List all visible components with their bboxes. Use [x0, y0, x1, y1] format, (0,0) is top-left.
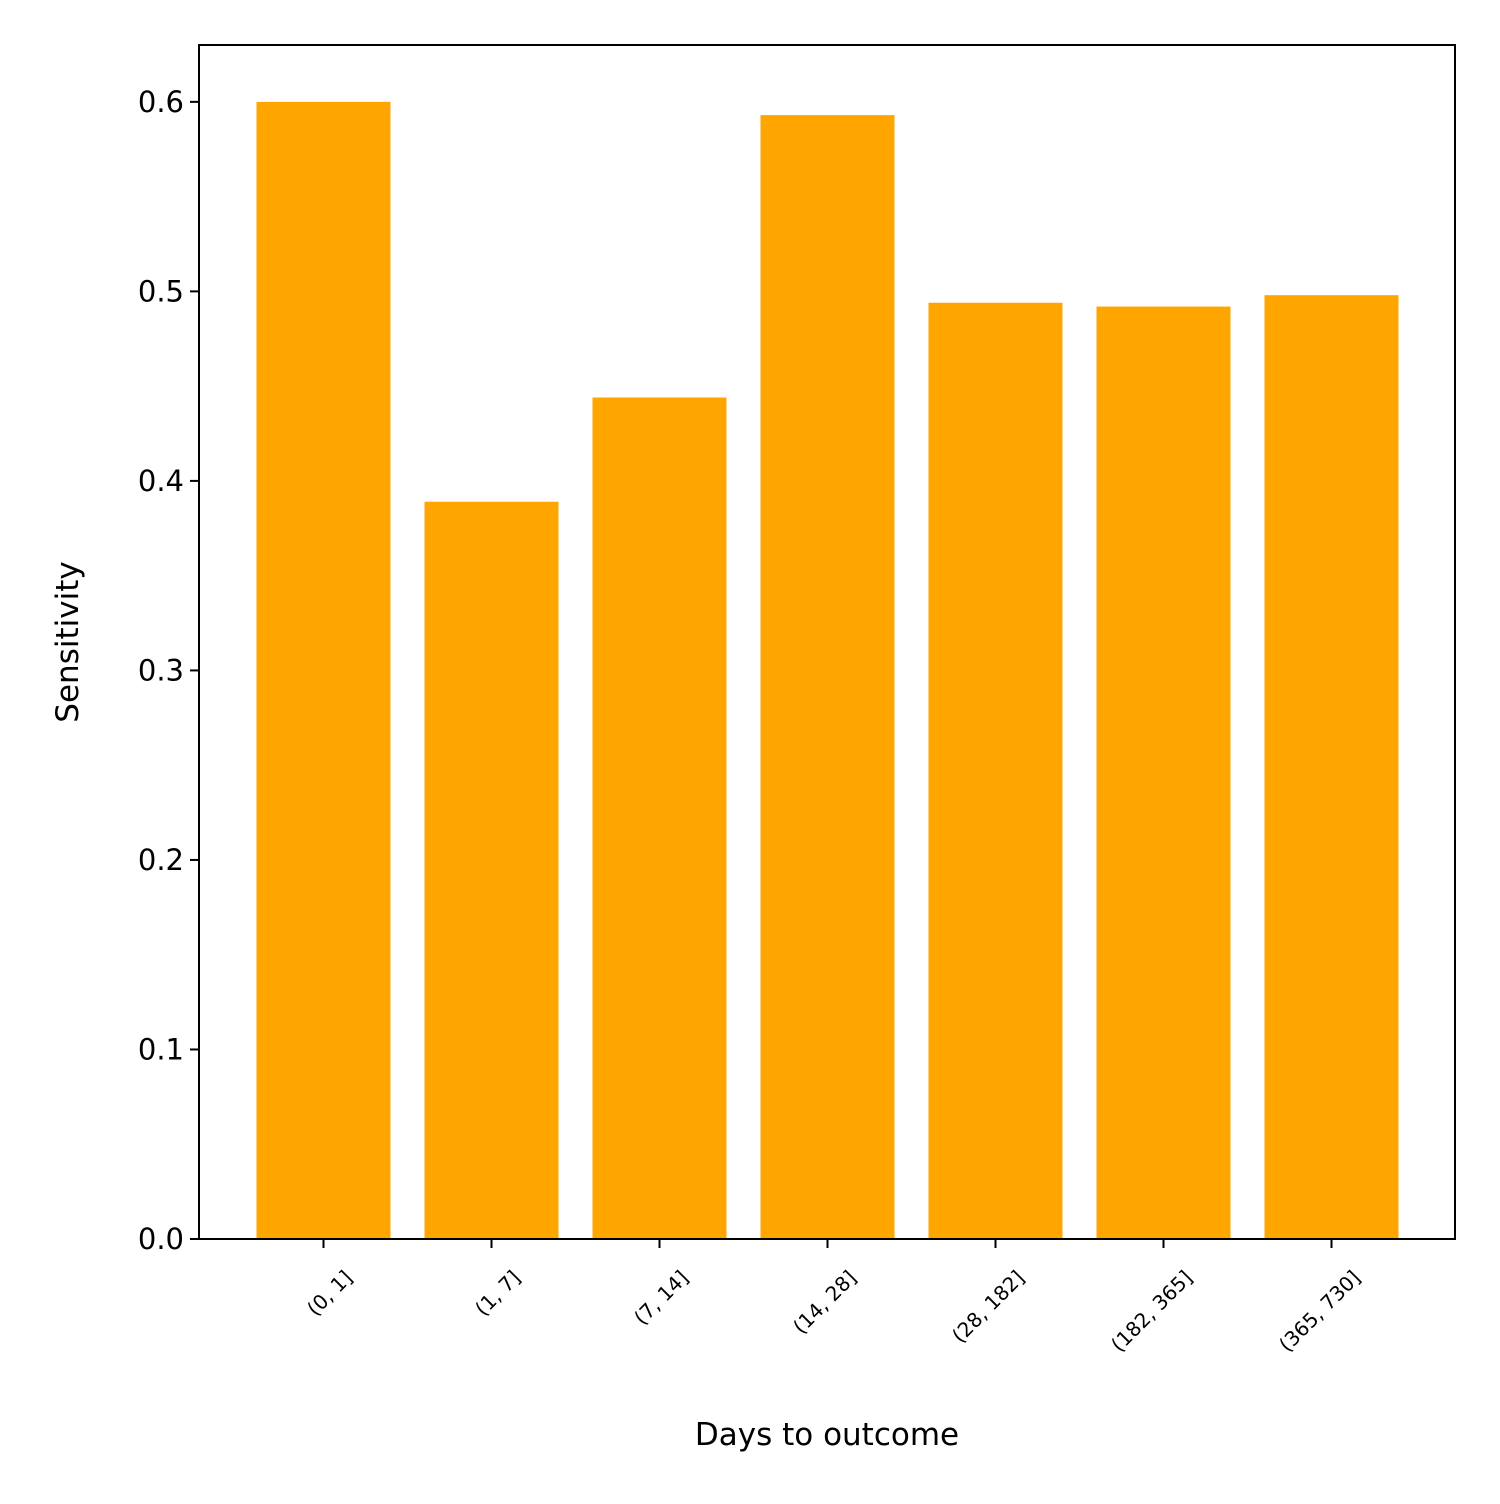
x-tick-label: (182, 365]	[1106, 1266, 1197, 1357]
bar-4	[928, 302, 1063, 1239]
x-tick-label: (14, 28]	[788, 1266, 861, 1339]
y-axis-label: Sensitivity	[50, 561, 86, 722]
y-tick-label: 0.1	[138, 1032, 184, 1066]
x-tick-label: (7, 14]	[629, 1266, 693, 1330]
x-axis-ticks: (0, 1] (1, 7] (7, 14] (14, 28] (28, 182] (182…	[302, 1239, 1365, 1357]
y-tick-label: 0.4	[138, 464, 184, 498]
plot-frame	[198, 44, 1456, 1240]
bar-6	[1264, 295, 1399, 1240]
x-tick-label: (365, 730]	[1274, 1266, 1365, 1357]
x-tick-label: (1, 7]	[470, 1266, 525, 1321]
x-tick-label: (0, 1]	[302, 1266, 357, 1321]
x-tick-label: (28, 182]	[947, 1266, 1029, 1348]
y-tick-label: 0.3	[138, 653, 184, 687]
y-tick-label: 0.6	[138, 85, 184, 119]
y-axis-ticks: 0.0 0.1 0.2 0.3 0.4 0.5 0.6	[138, 85, 199, 1256]
bars	[256, 101, 1399, 1240]
bar-1	[424, 501, 559, 1239]
bar-5	[1096, 306, 1231, 1239]
x-axis-label: Days to outcome	[695, 1417, 959, 1453]
y-tick-label: 0.0	[138, 1222, 184, 1256]
bar-0	[256, 101, 391, 1239]
y-tick-label: 0.5	[138, 274, 184, 308]
bar-2	[592, 397, 727, 1239]
bar-3	[760, 115, 895, 1240]
y-tick-label: 0.2	[138, 843, 184, 877]
